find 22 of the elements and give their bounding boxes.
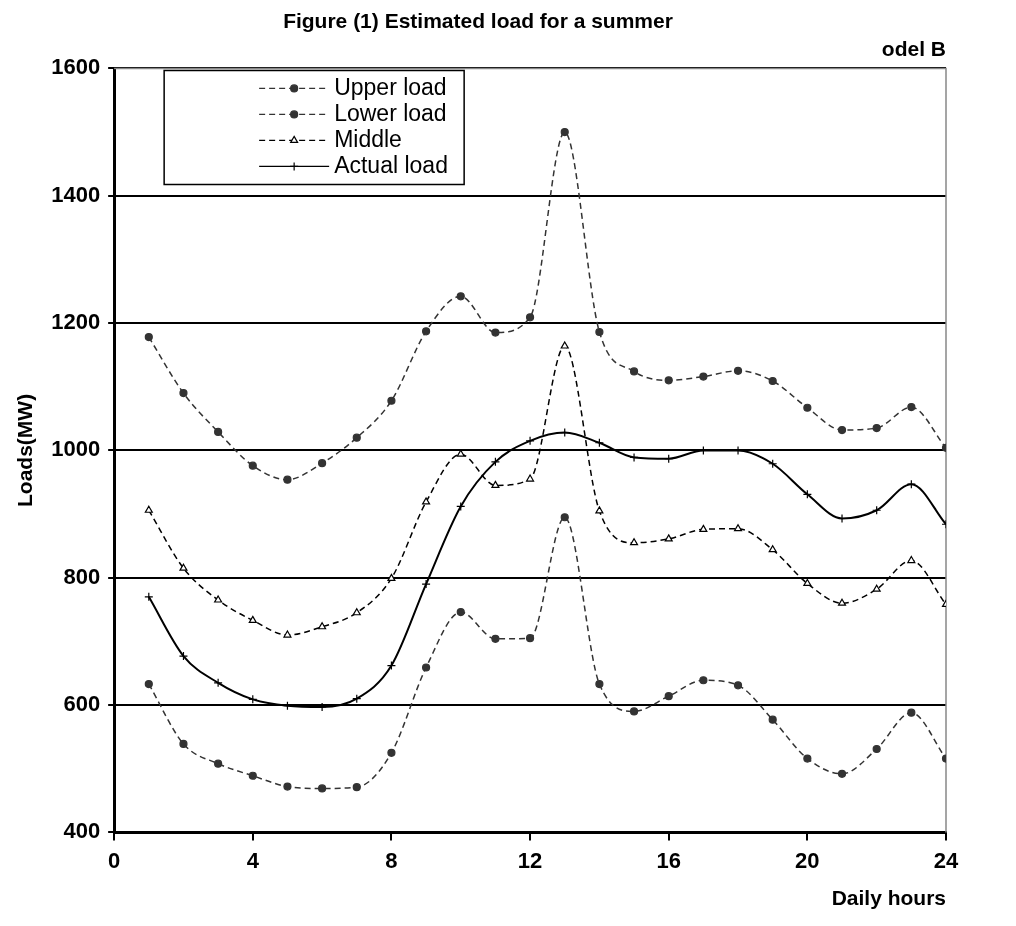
- legend-label: Upper load: [334, 73, 447, 100]
- x-tick-label: 0: [108, 847, 121, 873]
- legend-label: Lower load: [334, 99, 447, 126]
- y-tick-label: 400: [63, 818, 101, 844]
- legend-label: Actual load: [334, 151, 448, 178]
- x-axis-title: Daily hours: [831, 886, 946, 910]
- y-tick-label: 1600: [51, 54, 101, 80]
- x-tick-label: 12: [517, 847, 543, 873]
- y-axis-title: Loads(MW): [13, 393, 37, 507]
- x-tick-label: 8: [385, 847, 398, 873]
- y-tick-label: 1000: [51, 436, 101, 462]
- x-tick-label: 16: [656, 847, 681, 873]
- y-tick-label: 600: [63, 691, 101, 717]
- x-tick-label: 4: [246, 847, 260, 873]
- y-tick-label: 1400: [51, 181, 101, 207]
- chart-subtitle: odel B: [881, 36, 946, 60]
- x-tick-label: 24: [933, 847, 959, 873]
- y-tick-label: 800: [63, 563, 101, 589]
- x-tick-label: 20: [795, 847, 820, 873]
- legend-label: Middle: [334, 125, 402, 152]
- y-tick-label: 1200: [51, 309, 101, 335]
- chart-title: Figure (1) Estimated load for a summer: [283, 9, 673, 33]
